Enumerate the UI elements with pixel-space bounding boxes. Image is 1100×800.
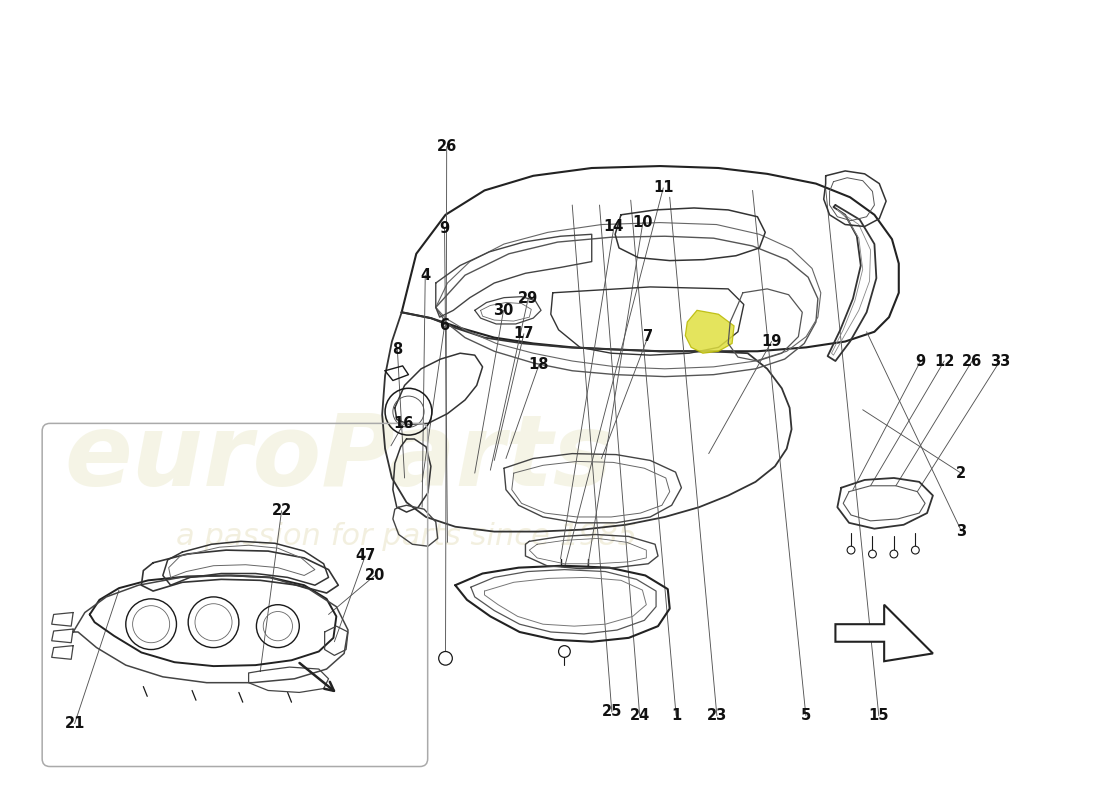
Text: 26: 26 — [962, 354, 982, 369]
Text: 47: 47 — [355, 549, 375, 563]
Text: 3: 3 — [956, 523, 967, 538]
Text: 30: 30 — [493, 303, 514, 318]
Circle shape — [439, 651, 452, 665]
Text: 18: 18 — [529, 358, 549, 373]
Text: 1: 1 — [671, 708, 681, 723]
Text: a passion for parts since 1985: a passion for parts since 1985 — [176, 522, 637, 551]
Text: 4: 4 — [420, 268, 430, 282]
Text: 2: 2 — [956, 466, 967, 481]
Text: 23: 23 — [707, 708, 727, 723]
Text: 9: 9 — [915, 354, 926, 369]
Polygon shape — [835, 605, 933, 662]
Text: 33: 33 — [990, 354, 1010, 369]
Text: 22: 22 — [272, 503, 292, 518]
Text: 20: 20 — [365, 568, 385, 583]
Text: 19: 19 — [761, 334, 782, 349]
Text: euroParts: euroParts — [64, 410, 613, 507]
Text: 16: 16 — [394, 416, 414, 431]
Text: 26: 26 — [437, 139, 456, 154]
Text: 5: 5 — [801, 708, 811, 723]
Text: 25: 25 — [602, 705, 621, 719]
Text: 12: 12 — [934, 354, 955, 369]
Circle shape — [890, 550, 898, 558]
Circle shape — [559, 646, 570, 658]
Text: 29: 29 — [518, 291, 538, 306]
Text: 11: 11 — [653, 180, 673, 195]
Text: 21: 21 — [65, 716, 85, 731]
Circle shape — [869, 550, 877, 558]
Text: 6: 6 — [440, 318, 450, 334]
Text: 14: 14 — [604, 219, 624, 234]
Text: 8: 8 — [393, 342, 403, 357]
Text: 10: 10 — [632, 214, 653, 230]
Text: 9: 9 — [440, 221, 450, 236]
Text: 7: 7 — [644, 329, 653, 343]
Text: 24: 24 — [629, 708, 650, 723]
Circle shape — [847, 546, 855, 554]
Polygon shape — [685, 310, 734, 354]
Text: 17: 17 — [514, 326, 535, 342]
Text: 15: 15 — [869, 708, 889, 723]
Circle shape — [912, 546, 920, 554]
